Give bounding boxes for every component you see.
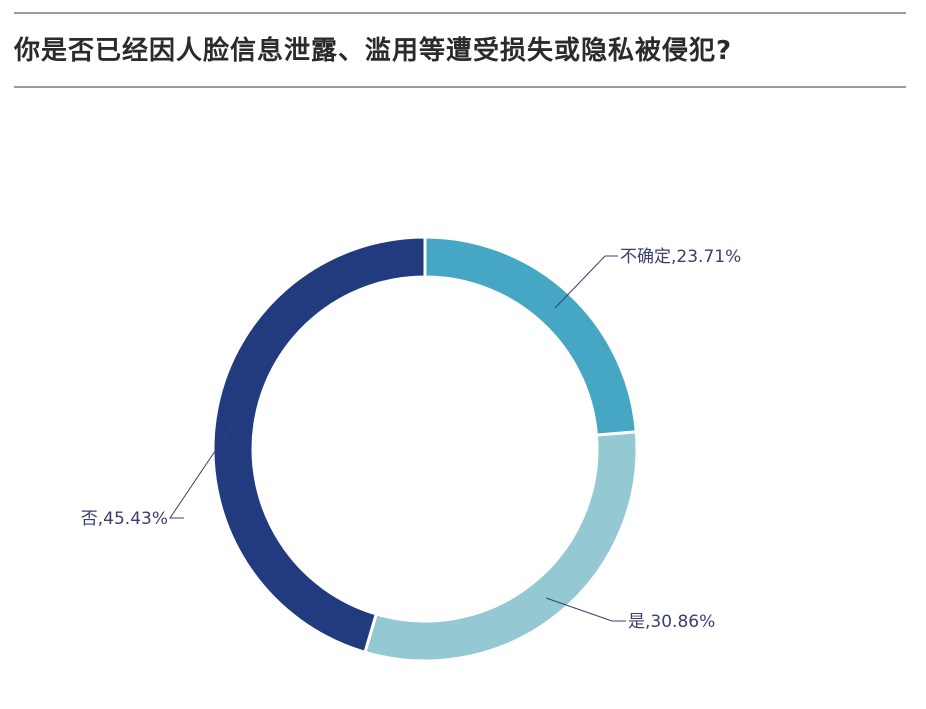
data-label-否: 否,45.43% — [81, 509, 168, 529]
data-label-是: 是,30.86% — [628, 612, 715, 632]
slice-否 — [211, 235, 427, 655]
chart-title: 你是否已经因人脸信息泄露、滥用等遭受损失或隐私被侵犯? — [14, 36, 733, 66]
leader-line-是 — [545, 597, 626, 622]
title-bottom-rule — [14, 86, 906, 88]
title-top-rule — [14, 12, 906, 14]
data-label-不确定: 不确定,23.71% — [620, 247, 741, 267]
slice-是 — [363, 430, 639, 663]
slice-不确定 — [423, 235, 638, 437]
leader-line-不确定 — [554, 255, 618, 309]
leader-line-否 — [169, 421, 236, 519]
